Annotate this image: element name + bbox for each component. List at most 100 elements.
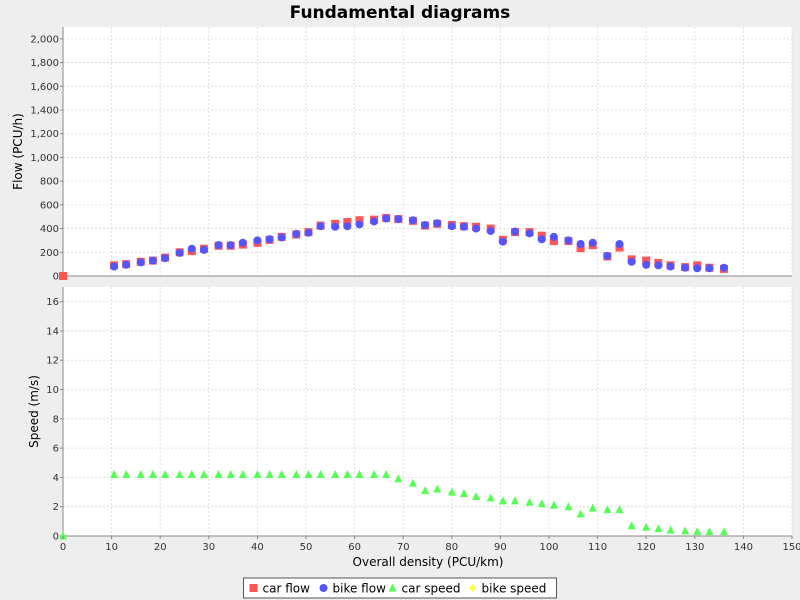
x-tick-label: 140 — [734, 542, 753, 553]
legend-item-bike-flow: bike flow — [319, 582, 386, 596]
plot-area — [63, 27, 792, 276]
car-speed-point — [226, 469, 235, 478]
car-speed-point — [355, 469, 364, 478]
x-tick-label: 130 — [685, 542, 704, 553]
legend-marker-bike-speed — [468, 584, 477, 592]
y-tick-label: 0 — [53, 272, 59, 283]
bike-flow-point — [136, 258, 145, 267]
y-tick-label: 16 — [46, 297, 59, 308]
bike-flow-point — [316, 222, 325, 231]
y-tick-label: 1,200 — [30, 129, 59, 140]
car-speed-point — [603, 505, 612, 514]
x-axis: 0 10 20 30 40 50 60 70 80 90 100 110 120 130 140 150 — [60, 536, 800, 553]
car-speed-point — [459, 489, 468, 498]
x-axis-label: Overall density (PCU/km) — [353, 555, 504, 569]
x-tick-label: 50 — [300, 542, 313, 553]
y-tick-label: 6 — [53, 444, 59, 455]
panel-2: 0 2 4 6 8 10 12 14 16 Speed (m/s) — [27, 287, 793, 543]
bike-flow-point — [370, 217, 379, 226]
bike-flow-point — [681, 263, 690, 272]
bike-flow-point — [265, 235, 274, 244]
legend: car flow bike flow car speed bike speed — [243, 577, 557, 599]
y-tick-label: 1,600 — [30, 82, 59, 93]
car-speed-point — [472, 491, 481, 500]
car-speed-point — [525, 497, 534, 506]
y-tick-label: 1,800 — [30, 58, 59, 69]
bike-flow-point — [292, 229, 301, 238]
car-flow-point — [549, 237, 558, 246]
car-speed-point — [588, 503, 597, 512]
car-flow-point — [59, 272, 67, 280]
bike-flow-point — [408, 216, 417, 225]
car-speed-point — [719, 527, 728, 536]
bike-flow-point — [343, 222, 352, 231]
car-speed-point — [136, 469, 145, 478]
y-tick-label: 4 — [53, 473, 59, 484]
bike-flow-point — [642, 260, 651, 269]
panel-1: 0 200 400 600 800 1,000 1,200 1,400 1,600 1,800 2,… — [11, 27, 793, 283]
car-speed-point — [110, 469, 119, 478]
bike-flow-point — [564, 236, 573, 245]
bike-flow-point — [382, 214, 391, 223]
y-axis-label: Speed (m/s) — [27, 375, 41, 448]
bike-flow-point — [421, 221, 430, 230]
y-tick-label: 10 — [46, 385, 59, 396]
car-speed-point — [615, 505, 624, 514]
bike-flow-point — [576, 239, 585, 248]
bike-flow-point — [433, 219, 442, 228]
car-speed-point — [486, 493, 495, 502]
bike-flow-point — [666, 262, 675, 271]
legend-label: car speed — [402, 582, 461, 596]
bike-flow-point — [447, 222, 456, 231]
x-tick-label: 30 — [202, 542, 215, 553]
car-speed-point — [654, 524, 663, 533]
car-speed-point — [576, 509, 585, 518]
car-speed-point — [187, 469, 196, 478]
car-speed-point — [265, 469, 274, 478]
legend-label: bike speed — [482, 582, 547, 596]
plot-panels: 02004006008001,0001,2001,4001,6001,8002,… — [11, 27, 800, 553]
car-speed-point — [408, 478, 417, 487]
chart-title: Fundamental diagrams — [290, 3, 511, 23]
car-speed-point — [681, 526, 690, 535]
legend-marker-car-speed — [388, 583, 397, 592]
y-tick-label: 800 — [40, 177, 59, 188]
car-speed-point — [693, 527, 702, 536]
bike-flow-point — [549, 232, 558, 241]
car-speed-point — [421, 486, 430, 495]
y-tick-label: 400 — [40, 224, 59, 235]
series-car-speed — [59, 469, 728, 540]
car-speed-point — [370, 469, 379, 478]
car-flow-point — [642, 256, 651, 265]
bike-flow-point — [627, 257, 636, 266]
car-speed-point — [214, 469, 223, 478]
car-speed-point — [394, 474, 403, 483]
bike-flow-point — [705, 264, 714, 273]
car-speed-point — [59, 531, 67, 540]
car-flow-point — [343, 218, 352, 227]
x-tick-label: 80 — [445, 542, 458, 553]
car-speed-point — [447, 487, 456, 496]
x-tick-label: 90 — [494, 542, 507, 553]
legend-item-car-speed: car speed — [388, 582, 461, 596]
bike-flow-point — [148, 256, 157, 265]
bike-flow-point — [277, 233, 286, 242]
x-tick-label: 0 — [60, 542, 66, 553]
legend-marker-bike-flow — [319, 584, 328, 592]
bike-flow-point — [304, 228, 313, 237]
car-speed-point — [292, 469, 301, 478]
bike-flow-point — [719, 263, 728, 272]
y-tick-label: 0 — [53, 532, 59, 543]
legend-item-bike-speed: bike speed — [468, 582, 547, 596]
car-speed-point — [498, 496, 507, 505]
data-points — [59, 469, 728, 540]
bike-flow-point — [161, 254, 170, 263]
car-speed-point — [277, 469, 286, 478]
bike-flow-point — [486, 226, 495, 235]
legend-label: car flow — [263, 582, 311, 596]
legend-box — [243, 577, 557, 599]
bike-flow-point — [459, 222, 468, 231]
car-speed-point — [627, 521, 636, 530]
y-tick-label: 12 — [46, 356, 59, 367]
